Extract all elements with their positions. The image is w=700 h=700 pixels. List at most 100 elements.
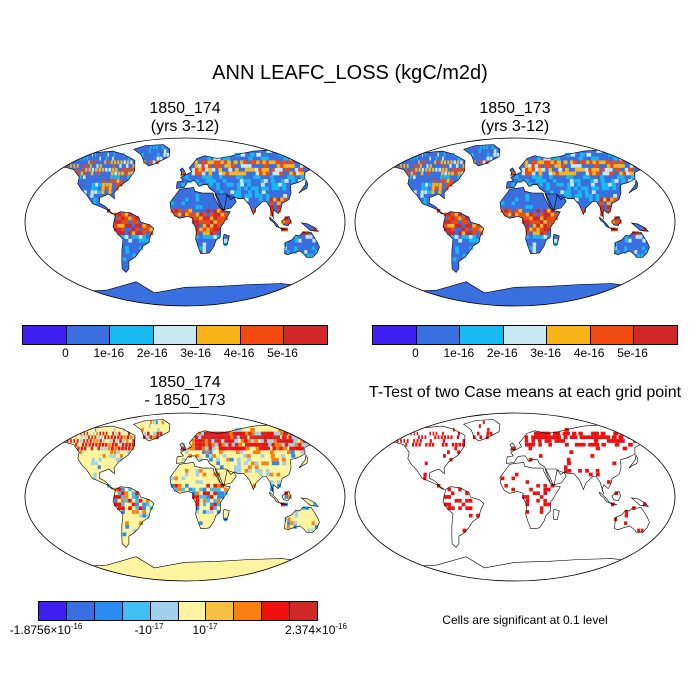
grid-cell: [289, 446, 294, 451]
grid-cell: [205, 450, 209, 454]
grid-cell: [564, 167, 569, 172]
grid-cell: [380, 439, 382, 443]
grid-cell: [593, 164, 599, 168]
grid-cell: [157, 152, 160, 157]
grid-cell: [259, 160, 264, 165]
grid-cell: [195, 442, 199, 447]
grid-cell: [88, 167, 91, 172]
grid-cell: [461, 220, 466, 224]
grid-cell: [599, 197, 604, 202]
grid-cell: [131, 502, 136, 507]
grid-cell: [532, 491, 537, 496]
grid-cell: [482, 420, 485, 425]
grid-cell: [429, 431, 431, 436]
grid-cell: [624, 510, 629, 514]
grid-cell: [117, 502, 122, 507]
grid-cell: [294, 513, 298, 518]
grid-cell: [209, 227, 214, 232]
grid-cell: [206, 483, 210, 488]
grid-cell: [487, 427, 490, 432]
grid-cell: [645, 431, 651, 436]
grid-cell: [111, 446, 114, 451]
grid-cell: [202, 223, 207, 228]
grid-cell: [92, 152, 93, 157]
grid-cell: [465, 231, 469, 235]
grid-cell: [547, 212, 551, 217]
grid-cell: [264, 431, 269, 436]
grid-cell: [542, 179, 547, 183]
grid-cell: [280, 439, 285, 443]
grid-cell: [504, 212, 508, 217]
grid-cell: [49, 435, 51, 440]
grid-cell: [121, 216, 125, 221]
grid-cell: [209, 223, 214, 228]
grid-cell: [76, 439, 79, 443]
grid-cell: [213, 472, 217, 477]
grid-cell: [479, 231, 484, 235]
grid-cell: [595, 171, 600, 176]
grid-cell: [290, 450, 295, 454]
grid-cell: [81, 435, 84, 440]
grid-cell: [159, 156, 163, 161]
coastline-indonesia1: [598, 491, 610, 504]
grid-cell: [529, 205, 533, 209]
grid-cell: [236, 175, 240, 179]
grid-cell: [202, 216, 207, 221]
grid-cell: [204, 431, 208, 436]
grid-cell: [553, 431, 557, 436]
grid-cell: [274, 167, 280, 172]
grid-cell: [539, 231, 544, 235]
coastline-europeAsia: [175, 149, 332, 220]
colorbar-top-right: [372, 325, 678, 345]
grid-cell: [202, 495, 207, 499]
map-border: [354, 137, 676, 307]
colorbar-tick-label: 3e-16: [530, 346, 562, 360]
grid-cell: [276, 431, 282, 436]
grid-cell: [195, 167, 199, 172]
grid-cell: [451, 506, 455, 510]
grid-cell: [91, 442, 95, 447]
grid-cell: [604, 182, 609, 187]
grid-cell: [469, 238, 473, 243]
grid-cell: [244, 461, 248, 466]
grid-cell: [250, 152, 255, 157]
land-indonesia1: [599, 492, 610, 503]
grid-cell: [93, 201, 97, 206]
grid-cell: [277, 208, 281, 213]
grid-cell: [149, 160, 153, 165]
grid-cell: [284, 495, 289, 499]
grid-cell: [242, 446, 247, 451]
grid-cell: [418, 167, 421, 172]
grid-cell: [210, 431, 215, 436]
colorbar-tick-label: 2e-16: [486, 346, 518, 360]
grid-cell: [442, 164, 446, 168]
grid-cell: [194, 160, 199, 165]
grid-cell: [202, 250, 206, 254]
grid-cell: [385, 156, 386, 161]
grid-cell: [415, 442, 418, 447]
grid-cell: [135, 498, 139, 503]
grid-cell: [110, 450, 113, 454]
grid-cell: [282, 186, 287, 191]
grid-cell: [424, 435, 427, 440]
grid-cell: [543, 231, 547, 235]
cbar-label-min: -1.8756×10-16: [9, 622, 83, 637]
grid-cell: [307, 160, 314, 165]
grid-cell: [238, 171, 243, 176]
grid-cell: [119, 439, 122, 443]
grid-cell: [113, 175, 117, 179]
grid-cell: [424, 190, 428, 194]
grid-cell: [213, 483, 217, 488]
grid-cell: [233, 465, 238, 469]
grid-cell: [465, 491, 469, 496]
grid-cell: [206, 498, 210, 503]
grid-cell: [424, 160, 427, 165]
grid-cell: [256, 152, 262, 157]
grid-cell: [535, 175, 539, 179]
grid-cell: [438, 167, 441, 172]
grid-cell: [121, 227, 125, 232]
grid-cell: [541, 167, 546, 172]
grid-cell: [557, 160, 561, 165]
grid-cell: [572, 431, 577, 436]
grid-cell: [152, 160, 156, 165]
